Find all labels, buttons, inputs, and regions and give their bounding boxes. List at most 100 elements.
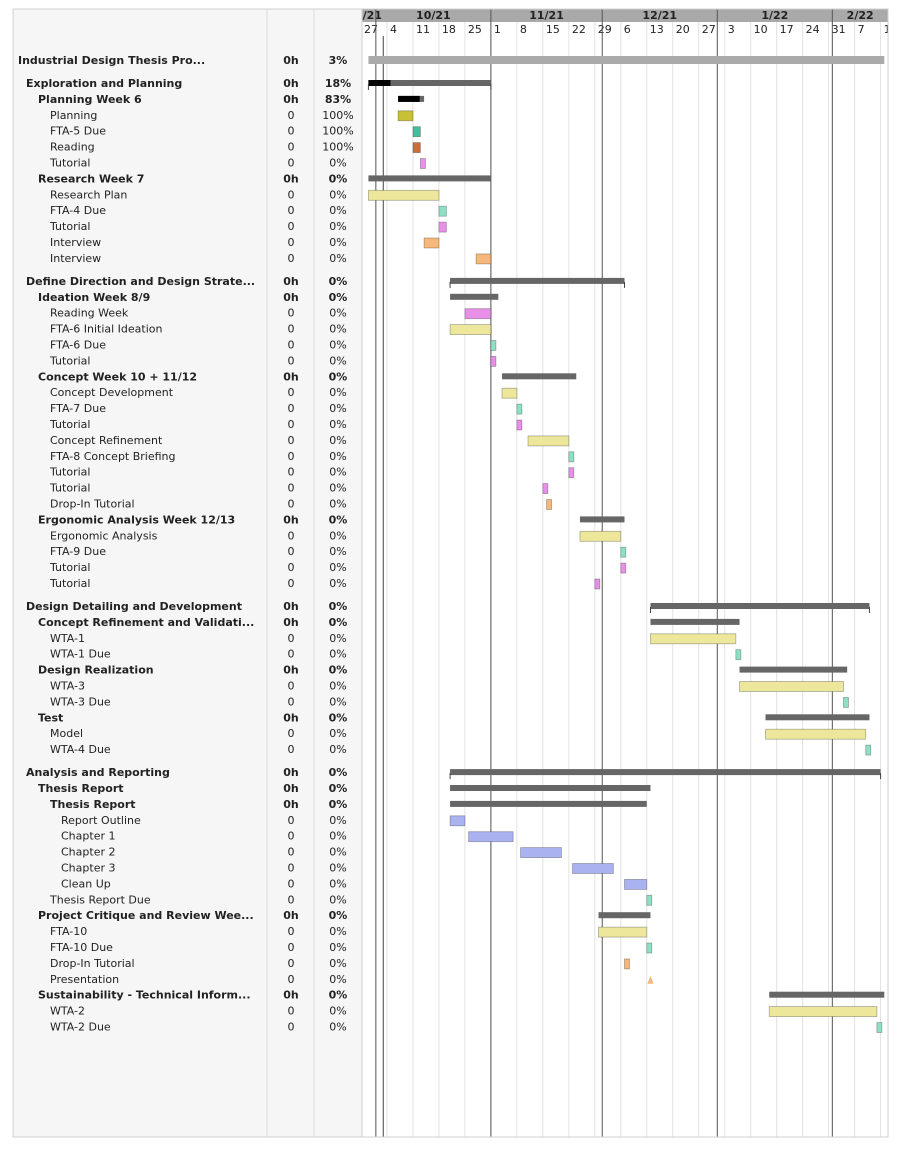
task-bar <box>412 126 421 138</box>
task-hours: 0h <box>283 711 299 724</box>
task-bar <box>646 894 653 906</box>
task-name: FTA-8 Concept Briefing <box>50 450 176 463</box>
task-name: Project Critique and Review Wee... <box>38 909 254 922</box>
task-hours: 0 <box>288 109 295 122</box>
task-bar <box>620 546 627 558</box>
task-hours: 0 <box>288 323 295 336</box>
task-name: Thesis Report Due <box>49 893 151 906</box>
task-name: FTA-6 Due <box>50 339 106 352</box>
day-label: 1 <box>494 23 501 36</box>
day-label: 29 <box>598 23 612 36</box>
task-name: Exploration and Planning <box>26 77 182 90</box>
task-hours: 0 <box>288 925 295 938</box>
task-hours: 0h <box>283 54 299 67</box>
task-hours: 0h <box>283 93 299 106</box>
task-hours: 0 <box>288 125 295 138</box>
task-name: Tutorial <box>49 482 90 495</box>
task-bar <box>843 697 849 708</box>
task-progress: 0% <box>329 814 346 827</box>
summary-bar <box>368 56 885 64</box>
task-progress: 0% <box>329 727 346 740</box>
task-progress: 0% <box>329 434 346 447</box>
summary-bar <box>650 603 870 609</box>
task-hours: 0 <box>288 1021 295 1034</box>
task-progress: 0% <box>329 354 346 367</box>
task-name: Report Outline <box>61 814 141 827</box>
task-name: Tutorial <box>49 354 90 367</box>
task-progress: 0% <box>329 275 348 288</box>
summary-bar <box>765 714 870 721</box>
day-label: 11 <box>416 23 430 36</box>
task-name: Drop-In Tutorial <box>50 498 135 511</box>
task-hours: 0 <box>288 236 295 249</box>
task-hours: 0 <box>288 482 295 495</box>
task-name: Thesis Report <box>50 798 136 811</box>
day-label: 22 <box>572 23 586 36</box>
day-label: 27 <box>702 23 716 36</box>
day-label: 14 <box>884 23 898 36</box>
task-progress: 0% <box>329 925 346 938</box>
task-hours: 0 <box>288 632 295 645</box>
task-progress: 0% <box>329 893 346 906</box>
task-name: Tutorial <box>49 561 90 574</box>
day-label: 4 <box>390 23 397 36</box>
task-name: FTA-10 <box>50 925 87 938</box>
summary-bar <box>450 769 881 776</box>
task-name: WTA-4 Due <box>50 743 111 756</box>
month-label: 2/22 <box>847 9 874 22</box>
timeline-content: 27 4 11 18 25 1 8 15 22 29 6 13 20 27 3 10 17 24 31 7 149/21… <box>362 9 898 1137</box>
task-progress: 100% <box>322 125 353 138</box>
task-progress: 0% <box>329 909 348 922</box>
summary-bar <box>368 175 491 182</box>
task-bar <box>449 815 466 827</box>
task-hours: 0 <box>288 157 295 170</box>
task-progress: 0% <box>329 498 346 511</box>
summary-bar <box>450 785 651 791</box>
task-name: Concept Refinement and Validati... <box>38 616 254 629</box>
task-hours: 0h <box>283 172 299 185</box>
task-progress: 0% <box>329 252 346 265</box>
task-progress: 0% <box>329 846 346 859</box>
task-hours: 0h <box>283 370 299 383</box>
task-bar <box>475 253 492 265</box>
task-hours: 0 <box>288 846 295 859</box>
task-name: Concept Week 10 + 11/12 <box>38 370 197 383</box>
task-bar <box>865 744 872 756</box>
progress-bar <box>398 95 420 102</box>
task-progress: 100% <box>322 109 353 122</box>
task-hours: 0 <box>288 561 295 574</box>
summary-bar <box>739 666 848 673</box>
task-hours: 0 <box>288 188 295 201</box>
task-progress: 0% <box>329 782 348 795</box>
summary-bar <box>450 277 625 284</box>
task-bar <box>412 142 421 154</box>
task-name: WTA-3 <box>50 680 85 693</box>
task-hours: 0 <box>288 307 295 320</box>
task-bar <box>423 237 440 249</box>
task-hours: 0 <box>288 893 295 906</box>
task-hours: 0 <box>288 577 295 590</box>
task-name: Clean Up <box>61 877 111 890</box>
task-hours: 0 <box>288 680 295 693</box>
task-bar <box>501 387 518 399</box>
task-progress: 0% <box>329 664 348 677</box>
task-bar <box>490 355 497 367</box>
task-progress: 0% <box>329 529 346 542</box>
task-progress: 0% <box>329 402 346 415</box>
task-name: WTA-1 <box>50 632 85 645</box>
task-progress: 0% <box>329 973 346 986</box>
task-hours: 0 <box>288 529 295 542</box>
frame <box>12 8 889 1138</box>
task-bar <box>468 831 514 843</box>
task-name: Thesis Report <box>38 782 124 795</box>
day-label: 8 <box>520 23 527 36</box>
month-label: 12/21 <box>642 9 677 22</box>
task-bar <box>490 340 497 351</box>
task-bar <box>438 221 447 233</box>
task-progress: 0% <box>329 386 346 399</box>
task-hours: 0 <box>288 498 295 511</box>
task-progress: 0% <box>329 1021 346 1034</box>
summary-bar <box>502 373 577 380</box>
task-hours: 0h <box>283 291 299 304</box>
task-progress: 0% <box>329 172 348 185</box>
